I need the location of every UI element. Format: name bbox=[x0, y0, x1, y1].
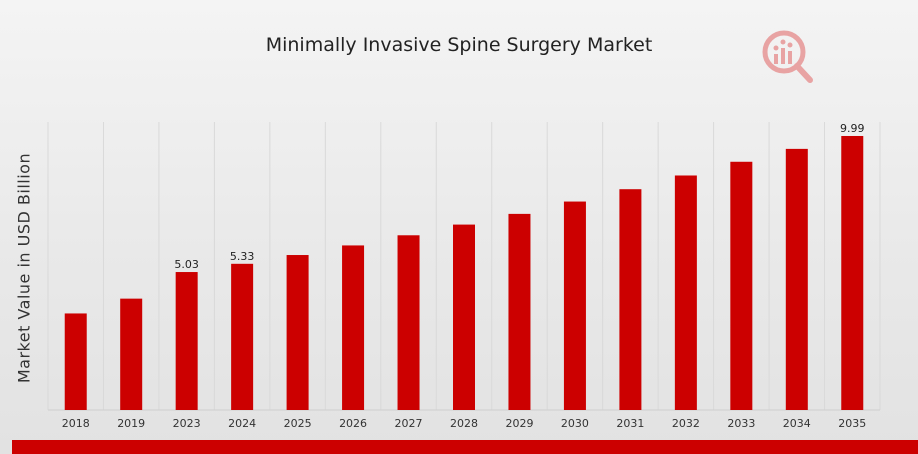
x-tick-label: 2032 bbox=[672, 417, 700, 430]
bar bbox=[563, 201, 586, 410]
x-tick-label: 2035 bbox=[838, 417, 866, 430]
x-tick-label: 2026 bbox=[339, 417, 367, 430]
x-tick-label: 2018 bbox=[62, 417, 90, 430]
bar bbox=[730, 161, 753, 410]
x-tick-label: 2023 bbox=[173, 417, 201, 430]
bar bbox=[453, 224, 475, 410]
x-tick-label: 2025 bbox=[284, 417, 312, 430]
x-tick-label: 2028 bbox=[450, 417, 478, 430]
market-research-logo-icon bbox=[762, 30, 813, 83]
footer-accent-bar bbox=[12, 440, 918, 454]
bar bbox=[508, 213, 531, 410]
x-tick-label: 2031 bbox=[616, 417, 644, 430]
x-tick-label: 2030 bbox=[561, 417, 589, 430]
bar bbox=[286, 255, 309, 410]
bar bbox=[785, 148, 808, 410]
x-tick-label: 2019 bbox=[117, 417, 145, 430]
data-label: 9.99 bbox=[840, 122, 865, 135]
bar bbox=[64, 313, 87, 410]
bar bbox=[674, 175, 697, 410]
bar bbox=[231, 263, 254, 410]
x-tick-label: 2029 bbox=[505, 417, 533, 430]
bar bbox=[841, 135, 864, 410]
bar bbox=[120, 298, 143, 410]
x-tick-label: 2034 bbox=[783, 417, 811, 430]
x-tick-label: 2033 bbox=[727, 417, 755, 430]
bar bbox=[397, 235, 420, 410]
data-label: 5.33 bbox=[230, 250, 255, 263]
chart-title: Minimally Invasive Spine Surgery Market bbox=[265, 34, 653, 56]
x-tick-label: 2027 bbox=[395, 417, 423, 430]
bar bbox=[619, 189, 642, 410]
x-tick-label: 2024 bbox=[228, 417, 256, 430]
data-label: 5.03 bbox=[174, 258, 199, 271]
bar bbox=[342, 245, 365, 410]
bar bbox=[175, 272, 198, 410]
